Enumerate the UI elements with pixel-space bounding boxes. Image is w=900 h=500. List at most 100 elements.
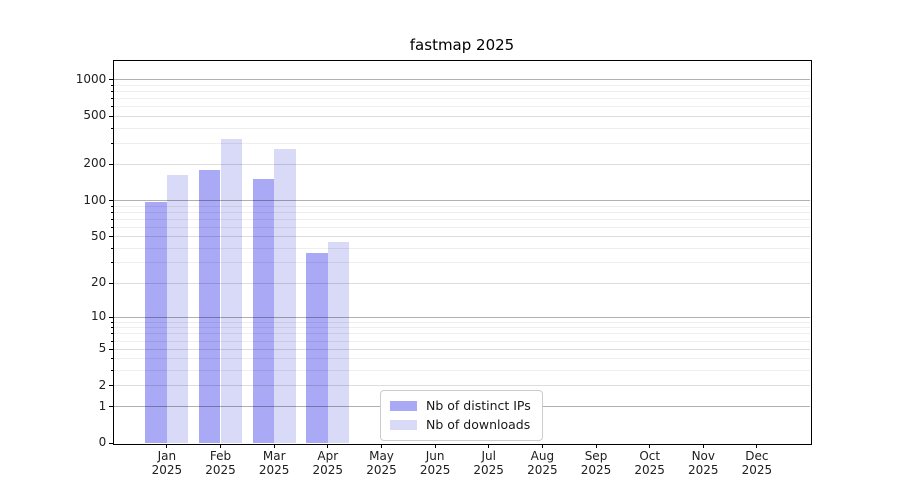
gridline [114, 91, 810, 93]
bar-distinct-ips-mar [252, 178, 275, 444]
x-tick-label-jun: Jun 2025 [419, 448, 451, 478]
y-minor-tick [110, 106, 114, 108]
y-tick [108, 348, 114, 350]
y-tick [108, 200, 114, 202]
x-tick [166, 444, 168, 449]
y-tick [108, 163, 114, 165]
bar-downloads-jan [166, 175, 189, 444]
y-tick [108, 115, 114, 117]
legend-label-downloads: Nb of downloads [426, 417, 531, 432]
y-minor-tick [110, 211, 114, 213]
bar-distinct-ips-jan [145, 201, 167, 444]
gridline [114, 358, 810, 360]
gridline [114, 85, 810, 86]
x-tick [756, 444, 758, 449]
gridline [114, 369, 810, 371]
y-minor-tick [110, 226, 114, 228]
gridline [114, 226, 810, 228]
legend-swatch-distinct-ips [390, 400, 417, 411]
gridline [114, 218, 810, 220]
gridline [114, 333, 810, 335]
gridline [114, 321, 810, 323]
gridline [114, 247, 810, 249]
x-tick [273, 444, 275, 449]
x-tick-label-jul: Jul 2025 [473, 448, 504, 478]
gridline [114, 340, 810, 342]
x-tick [541, 444, 543, 449]
y-tick-label: 10 [91, 309, 107, 324]
x-tick [381, 444, 382, 449]
y-minor-tick [110, 127, 114, 129]
y-minor-tick [110, 262, 114, 264]
x-tick [702, 444, 704, 449]
y-tick-label: 1000 [75, 71, 107, 86]
x-tick-label-dec: Dec 2025 [741, 448, 773, 478]
y-minor-tick [110, 218, 114, 220]
x-tick-label-sep: Sep 2025 [580, 448, 612, 478]
bar-distinct-ips-apr [306, 253, 328, 444]
gridline [114, 115, 810, 117]
x-tick-label-apr: Apr 2025 [312, 448, 344, 478]
chart-title: fastmap 2025 [409, 36, 515, 54]
y-tick [108, 406, 114, 408]
gridline [114, 200, 810, 202]
gridline [114, 211, 810, 213]
x-tick-label-aug: Aug 2025 [527, 448, 558, 478]
gridline [114, 79, 810, 81]
bar-downloads-feb [220, 139, 243, 444]
x-tick-label-oct: Oct 2025 [634, 448, 665, 478]
gridline [114, 142, 810, 144]
y-tick [108, 316, 114, 318]
y-minor-tick [110, 340, 114, 342]
y-tick-label: 100 [83, 192, 107, 207]
y-tick-label: 1 [98, 398, 107, 413]
y-tick [108, 282, 114, 284]
y-tick-label: 5 [98, 341, 107, 356]
x-tick-label-feb: Feb 2025 [205, 448, 236, 478]
x-tick [488, 444, 490, 449]
x-tick-label-nov: Nov 2025 [688, 448, 719, 478]
legend-swatch-downloads [390, 419, 417, 430]
y-minor-tick [110, 205, 114, 207]
gridline [114, 282, 810, 284]
bar-distinct-ips-feb [198, 169, 221, 444]
legend: Nb of distinct IPs Nb of downloads [380, 390, 543, 441]
y-minor-tick [110, 358, 114, 360]
gridline [114, 316, 810, 318]
x-tick [327, 444, 329, 449]
x-tick [649, 444, 651, 449]
gridline [114, 348, 810, 350]
y-minor-tick [110, 369, 114, 371]
y-tick-label: 0 [98, 435, 107, 450]
x-tick-label-jan: Jan 2025 [151, 448, 183, 478]
y-minor-tick [110, 85, 114, 86]
y-tick-label: 500 [83, 108, 107, 123]
x-tick-label-may: May 2025 [366, 448, 397, 478]
gridline [114, 385, 810, 386]
y-minor-tick [110, 321, 114, 323]
legend-entry-distinct-ips: Nb of distinct IPs [390, 396, 533, 415]
x-tick-label-mar: Mar 2025 [258, 448, 290, 478]
y-tick-label: 20 [91, 275, 107, 290]
y-tick-label: 200 [83, 156, 107, 171]
gridline [114, 163, 810, 165]
y-minor-tick [110, 333, 114, 335]
x-tick [434, 444, 436, 449]
x-tick [220, 444, 221, 449]
y-minor-tick [110, 91, 114, 93]
bar-downloads-mar [274, 149, 296, 444]
gridline [114, 327, 810, 329]
y-tick-label: 50 [91, 228, 107, 243]
gridline [114, 106, 810, 108]
legend-label-distinct-ips: Nb of distinct IPs [426, 398, 531, 413]
gridline [114, 98, 810, 100]
gridline [114, 236, 810, 237]
gridline [114, 205, 810, 207]
legend-entry-downloads: Nb of downloads [390, 415, 533, 434]
y-minor-tick [110, 247, 114, 249]
y-minor-tick [110, 327, 114, 329]
y-tick-label: 2 [98, 377, 107, 392]
gridline [114, 127, 810, 129]
bar-downloads-apr [327, 241, 350, 444]
